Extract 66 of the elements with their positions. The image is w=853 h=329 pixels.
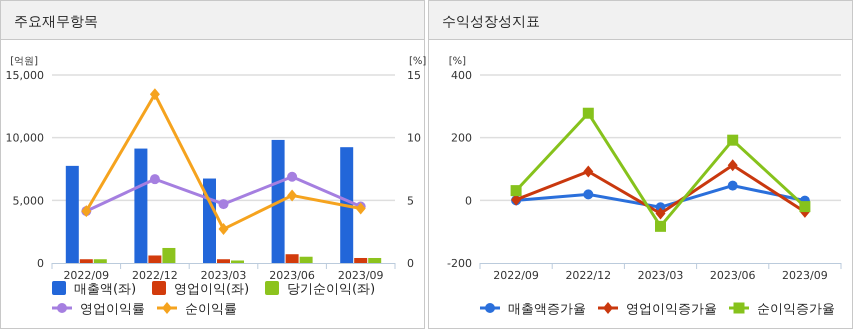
bar [80, 259, 93, 263]
point [510, 185, 522, 196]
y-tick-label: -200 [447, 257, 472, 270]
point [728, 180, 738, 191]
y2-tick-label: 0 [407, 257, 414, 270]
y-tick-label: 15,000 [6, 69, 44, 82]
point [218, 199, 228, 210]
y-tick-label: 0 [37, 257, 44, 270]
point [727, 134, 738, 146]
bar [148, 255, 162, 263]
x-tick-label: 2023/09 [782, 269, 828, 282]
y-tick-label: 200 [451, 132, 472, 145]
y-tick-label: 10,000 [6, 132, 44, 145]
legend-label: 순이익률 [185, 302, 237, 317]
legend-label: 매출액증가율 [508, 302, 586, 317]
point [656, 207, 666, 220]
y2-tick-label: 15 [407, 69, 421, 82]
y-tick-label: 5,000 [12, 194, 44, 208]
point [799, 201, 810, 212]
x-tick-label: 2022/12 [132, 269, 178, 282]
y-tick-label: 0 [465, 194, 472, 208]
point [150, 174, 160, 184]
point [582, 108, 594, 119]
point [583, 189, 594, 200]
bar [162, 248, 176, 263]
y2-tick-label: 5 [407, 194, 414, 208]
point [728, 159, 738, 172]
point [218, 223, 228, 236]
bar [286, 254, 299, 263]
legend-label: 당기순이익(좌) [287, 282, 376, 297]
legend-label: 매출액(좌) [74, 282, 136, 297]
x-tick-label: 2023/06 [710, 269, 756, 282]
bar [66, 166, 79, 263]
legend-label: 순이익증가율 [757, 302, 835, 317]
bar [231, 260, 244, 263]
point [356, 202, 366, 214]
point [150, 88, 160, 100]
chart-title: 주요재무항목 [14, 14, 98, 30]
chart-title: 수익성장성지표 [442, 14, 540, 30]
bar [354, 258, 368, 263]
legend-label: 영업이익(좌) [174, 282, 250, 297]
x-tick-label: 2023/03 [200, 269, 246, 282]
bar [134, 148, 148, 263]
y-axis-title: [억원] [10, 56, 38, 67]
point [287, 189, 298, 202]
point [655, 220, 666, 232]
point [287, 172, 298, 182]
y-tick-label: 400 [451, 69, 472, 82]
point [583, 166, 594, 178]
bar [217, 259, 230, 263]
bar [272, 140, 285, 263]
x-tick-label: 2023/06 [269, 269, 315, 282]
y2-axis-title: [%] [409, 56, 426, 67]
bar [300, 256, 313, 263]
x-tick-label: 2022/09 [63, 269, 110, 282]
x-tick-label: 2023/03 [638, 269, 684, 282]
x-tick-label: 2023/09 [338, 269, 384, 282]
legend-label: 영업이익률 [80, 302, 145, 317]
bar [340, 147, 354, 263]
bar [94, 259, 107, 263]
y-axis-title: [%] [448, 56, 466, 67]
x-tick-label: 2022/12 [565, 269, 612, 282]
y2-tick-label: 10 [407, 132, 421, 145]
legend-label: 영업이익증가율 [626, 302, 717, 317]
x-tick-label: 2022/09 [493, 269, 539, 282]
bar [368, 258, 382, 263]
